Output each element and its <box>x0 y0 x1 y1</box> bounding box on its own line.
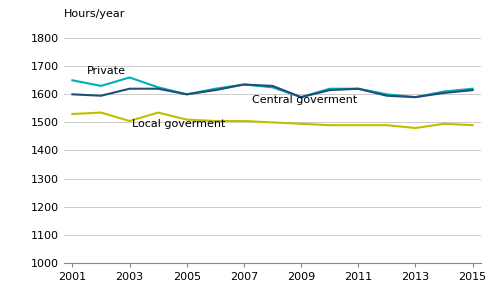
Text: Hours/year: Hours/year <box>64 9 125 19</box>
Text: Private: Private <box>87 66 126 76</box>
Text: Local goverment: Local goverment <box>133 119 226 129</box>
Text: Central goverment: Central goverment <box>252 95 358 105</box>
